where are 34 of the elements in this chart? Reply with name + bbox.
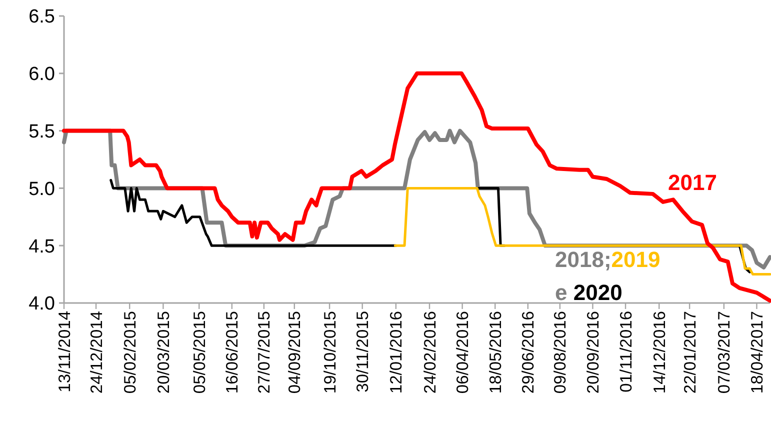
x-tick-label: 30/11/2015 — [354, 311, 372, 392]
x-tick-label: 07/03/2017 — [716, 311, 734, 394]
y-tick-label: 6.0 — [28, 64, 55, 86]
x-tick-label: 05/05/2015 — [190, 311, 209, 394]
x-tick-label: 24/02/2016 — [421, 311, 440, 394]
x-tick-label: 18/05/2016 — [486, 311, 505, 394]
x-tick-label: 19/10/2015 — [321, 311, 340, 394]
x-tick-label: 20/03/2015 — [154, 311, 173, 394]
text: 2020 — [567, 280, 622, 305]
x-tick-label: 01/11/2016 — [617, 311, 636, 392]
x-tick-label: 12/01/2016 — [388, 311, 406, 394]
y-tick-label: 5.0 — [28, 178, 55, 200]
y-tick-label: 4.0 — [28, 294, 55, 315]
x-tick-label: 22/01/2017 — [681, 311, 700, 394]
x-tick-label: 20/09/2016 — [584, 311, 602, 394]
x-tick-label: 16/06/2015 — [224, 311, 242, 394]
x-tick-label: 27/07/2015 — [256, 311, 274, 394]
x-tick-label: 04/09/2015 — [286, 311, 304, 394]
annotation: ; — [604, 247, 612, 272]
annotation: e — [555, 280, 568, 305]
x-tick-label: 18/04/2017 — [748, 311, 766, 394]
x-tick-label: 24/12/2014 — [88, 311, 106, 394]
x-tick-label: 14/12/2016 — [650, 311, 669, 394]
x-tick-label: 13/11/2014 — [56, 311, 74, 392]
x-tick-label: 06/04/2016 — [454, 311, 472, 394]
series-label: 2017 — [668, 170, 717, 195]
x-tick-label: 29/06/2016 — [520, 311, 538, 394]
x-tick-label: 05/02/2015 — [121, 311, 140, 394]
series-label: 2019 — [611, 247, 660, 272]
x-tick-label: 09/08/2016 — [552, 311, 570, 394]
y-tick-label: 5.5 — [28, 121, 55, 142]
y-tick-label: 4.5 — [28, 236, 55, 258]
series-label: 2018 — [555, 247, 604, 272]
y-tick-label: 6.5 — [28, 6, 55, 28]
